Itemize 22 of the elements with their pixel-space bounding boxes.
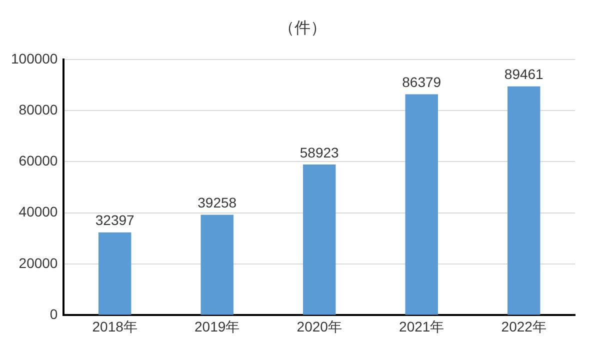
data-label: 86379: [402, 74, 442, 90]
bar: [405, 94, 438, 315]
data-label: 89461: [504, 66, 544, 82]
chart-title: （件）: [278, 19, 328, 39]
x-tick-label: 2021年: [399, 318, 444, 334]
data-label: 39258: [198, 194, 237, 211]
x-tick-label: 2022年: [501, 318, 546, 334]
bar: [508, 86, 540, 315]
y-tick-label: 100000: [11, 50, 58, 66]
y-tick-label: 20000: [18, 254, 58, 271]
bar: [200, 214, 234, 315]
data-label: 58923: [300, 144, 340, 160]
y-tick-label: 40000: [18, 204, 58, 220]
x-tick-label: 2020年: [296, 318, 342, 334]
y-tick-label: 80000: [18, 101, 58, 118]
x-tick-label: 2019年: [194, 318, 240, 334]
bar: [303, 164, 336, 315]
x-tick-label: 2018年: [92, 318, 138, 334]
data-label: 32397: [95, 212, 135, 228]
y-tick-label: 60000: [18, 152, 58, 169]
y-tick-label: 0: [50, 306, 58, 322]
bar: [98, 232, 132, 315]
